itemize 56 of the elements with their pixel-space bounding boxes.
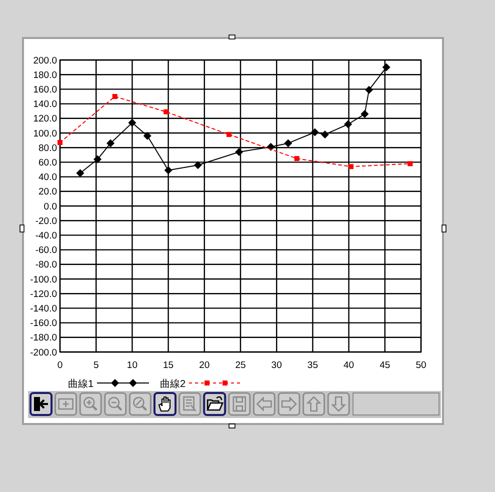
x-tick-label: 10	[126, 360, 138, 371]
x-tick-label: 30	[271, 360, 282, 371]
y-tick-label: -40.0	[35, 230, 57, 242]
point	[365, 86, 374, 94]
point	[320, 130, 329, 138]
y-tick-label: 100.0	[33, 128, 57, 140]
x-tick-label: 35	[307, 360, 318, 371]
y-tick-label: -140.0	[30, 304, 57, 315]
y-tick-label: 120.0	[33, 114, 57, 125]
point	[235, 148, 244, 156]
x-tick-label: 50	[416, 360, 426, 371]
y-tick-label: 160.0	[33, 84, 57, 96]
point	[194, 161, 202, 170]
y-tick-label: -120.0	[30, 288, 57, 300]
legend-label: 曲線2	[160, 378, 186, 390]
y-tick-label: 60.0	[38, 158, 57, 169]
point	[106, 139, 115, 148]
y-tick-label: 40.0	[38, 172, 57, 184]
point	[284, 139, 292, 148]
point	[310, 128, 319, 136]
y-tick-label: 0.0	[44, 201, 57, 212]
x-tick-label: 5	[93, 360, 99, 371]
y-tick-label: 180.0	[33, 70, 57, 81]
y-tick-label: -160.0	[30, 318, 57, 330]
point	[164, 166, 172, 174]
point	[112, 94, 118, 99]
point	[58, 140, 62, 145]
x-tick-label: 25	[235, 360, 246, 371]
y-tick-label: -100.0	[30, 274, 57, 286]
y-tick-label: -200.0	[30, 347, 57, 358]
point	[76, 169, 84, 178]
legend-label: 曲線1	[68, 378, 94, 390]
point	[128, 118, 136, 127]
point	[294, 156, 300, 162]
x-tick-label: 45	[380, 360, 390, 371]
point	[143, 132, 152, 140]
point	[382, 63, 390, 72]
y-tick-label: 140.0	[33, 99, 57, 110]
x-tick-label: 40	[344, 360, 354, 371]
y-tick-label: -20.0	[35, 216, 57, 227]
y-tick-label: -80.0	[35, 260, 57, 271]
point	[164, 109, 169, 114]
y-tick-label: 20.0	[38, 186, 57, 198]
point	[348, 164, 354, 170]
point	[94, 155, 102, 164]
x-tick-label: 0	[57, 360, 63, 371]
x-tick-label: 20	[199, 360, 210, 371]
x-tick-label: 15	[163, 360, 174, 371]
y-tick-label: 200.0	[33, 55, 57, 66]
y-tick-label: -60.0	[35, 245, 57, 256]
point	[360, 110, 369, 118]
y-tick-label: -180.0	[30, 332, 57, 344]
point	[408, 161, 413, 166]
y-tick-label: 80.0	[38, 142, 57, 154]
point	[344, 120, 352, 128]
point	[226, 132, 232, 137]
